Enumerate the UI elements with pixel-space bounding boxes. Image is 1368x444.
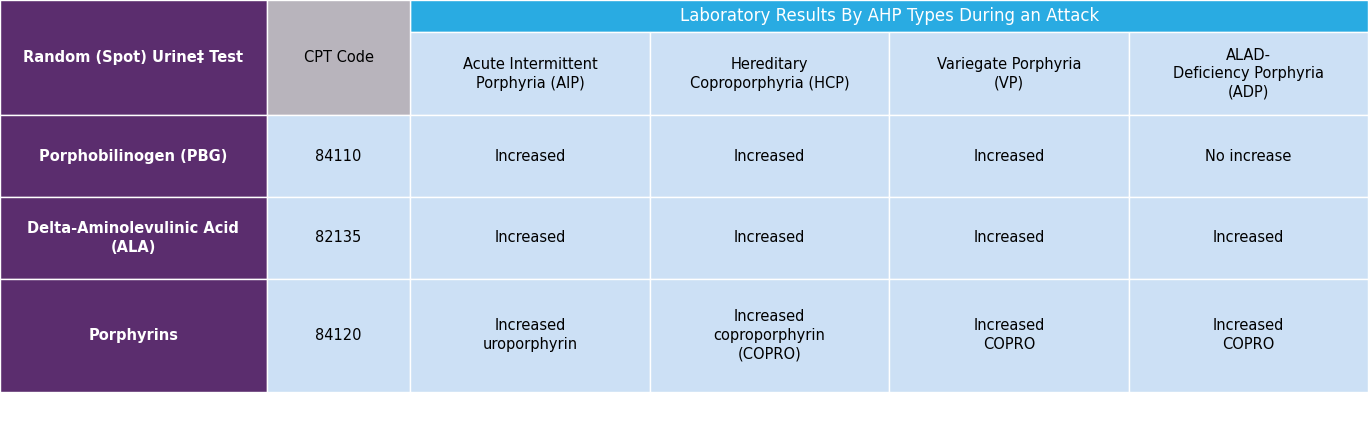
FancyBboxPatch shape bbox=[1129, 115, 1368, 197]
Text: Increased
uroporphyrin: Increased uroporphyrin bbox=[483, 318, 577, 352]
FancyBboxPatch shape bbox=[650, 32, 889, 115]
Text: Increased: Increased bbox=[973, 230, 1045, 246]
FancyBboxPatch shape bbox=[650, 279, 889, 392]
FancyBboxPatch shape bbox=[889, 279, 1129, 392]
FancyBboxPatch shape bbox=[410, 115, 650, 197]
Text: Increased
COPRO: Increased COPRO bbox=[1212, 318, 1285, 352]
Text: Delta-Aminolevulinic Acid
(ALA): Delta-Aminolevulinic Acid (ALA) bbox=[27, 221, 239, 255]
Text: Increased: Increased bbox=[733, 230, 806, 246]
Text: Porphobilinogen (PBG): Porphobilinogen (PBG) bbox=[40, 149, 227, 164]
Text: Increased: Increased bbox=[1212, 230, 1285, 246]
Text: Laboratory Results By AHP Types During an Attack: Laboratory Results By AHP Types During a… bbox=[680, 7, 1099, 25]
FancyBboxPatch shape bbox=[267, 115, 410, 197]
FancyBboxPatch shape bbox=[410, 279, 650, 392]
Text: Hereditary
Coproporphyria (HCP): Hereditary Coproporphyria (HCP) bbox=[689, 57, 850, 91]
Text: Increased: Increased bbox=[494, 149, 566, 164]
FancyBboxPatch shape bbox=[650, 115, 889, 197]
FancyBboxPatch shape bbox=[267, 197, 410, 279]
FancyBboxPatch shape bbox=[267, 279, 410, 392]
FancyBboxPatch shape bbox=[889, 115, 1129, 197]
FancyBboxPatch shape bbox=[0, 197, 267, 279]
FancyBboxPatch shape bbox=[1129, 32, 1368, 115]
FancyBboxPatch shape bbox=[1129, 197, 1368, 279]
Text: Increased: Increased bbox=[494, 230, 566, 246]
Text: 82135: 82135 bbox=[316, 230, 361, 246]
FancyBboxPatch shape bbox=[410, 197, 650, 279]
Text: Random (Spot) Urine‡ Test: Random (Spot) Urine‡ Test bbox=[23, 50, 244, 65]
FancyBboxPatch shape bbox=[1129, 279, 1368, 392]
FancyBboxPatch shape bbox=[889, 32, 1129, 115]
FancyBboxPatch shape bbox=[889, 197, 1129, 279]
Text: 84120: 84120 bbox=[316, 328, 361, 343]
FancyBboxPatch shape bbox=[0, 0, 267, 115]
Text: Acute Intermittent
Porphyria (AIP): Acute Intermittent Porphyria (AIP) bbox=[462, 57, 598, 91]
Text: CPT Code: CPT Code bbox=[304, 50, 373, 65]
Text: 84110: 84110 bbox=[316, 149, 361, 164]
FancyBboxPatch shape bbox=[267, 0, 410, 115]
FancyBboxPatch shape bbox=[0, 392, 1368, 444]
FancyBboxPatch shape bbox=[0, 279, 267, 392]
Text: Increased
COPRO: Increased COPRO bbox=[973, 318, 1045, 352]
Text: Porphyrins: Porphyrins bbox=[89, 328, 178, 343]
Text: Increased
coproporphyrin
(COPRO): Increased coproporphyrin (COPRO) bbox=[714, 309, 825, 361]
FancyBboxPatch shape bbox=[0, 115, 267, 197]
Text: ALAD-
Deficiency Porphyria
(ADP): ALAD- Deficiency Porphyria (ADP) bbox=[1172, 48, 1324, 100]
FancyBboxPatch shape bbox=[650, 197, 889, 279]
Text: Increased: Increased bbox=[733, 149, 806, 164]
FancyBboxPatch shape bbox=[410, 32, 650, 115]
FancyBboxPatch shape bbox=[410, 0, 1368, 32]
Text: No increase: No increase bbox=[1205, 149, 1291, 164]
Text: Variegate Porphyria
(VP): Variegate Porphyria (VP) bbox=[937, 57, 1081, 91]
Text: Increased: Increased bbox=[973, 149, 1045, 164]
